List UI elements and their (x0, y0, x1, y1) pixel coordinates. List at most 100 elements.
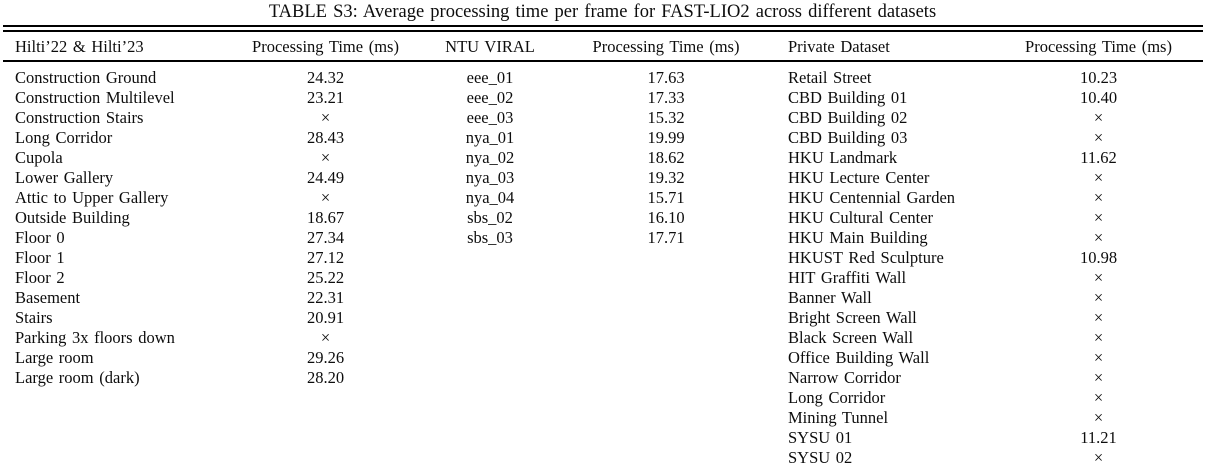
processing-time-value: 10.40 (1079, 88, 1118, 107)
column-header-processing-time-1: Processing Time (ms) (252, 37, 399, 56)
table-row: eee_01 17.63 (418, 68, 770, 88)
table-row: HKU Main Building × (770, 228, 1197, 248)
processing-time-value: × (1093, 348, 1104, 367)
hilti-group-column: Construction Ground 24.32 Construction Mul… (8, 68, 418, 388)
table-row: nya_04 15.71 (418, 188, 770, 208)
processing-time-value: × (1093, 108, 1104, 127)
table-row: CBD Building 03 × (770, 128, 1197, 148)
table-row: Mining Tunnel × (770, 408, 1197, 428)
table-row: Retail Street 10.23 (770, 68, 1197, 88)
processing-time-value: 27.12 (306, 248, 345, 267)
table-row: Outside Building 18.67 (8, 208, 418, 228)
table-row: Large room 29.26 (8, 348, 418, 368)
processing-time-value: × (320, 188, 331, 207)
processing-time-value: 16.10 (647, 208, 685, 227)
processing-time-value: × (1093, 168, 1104, 187)
table-row: Bright Screen Wall × (770, 308, 1197, 328)
column-header-private-datasets: Private Dataset (788, 37, 890, 56)
dataset-name: HKUST Red Sculpture (788, 248, 944, 267)
table-body: Construction Ground 24.32 Construction Mul… (8, 68, 1197, 468)
dataset-name: Cupola (15, 148, 63, 167)
dataset-name: Attic to Upper Gallery (15, 188, 169, 207)
processing-time-value: 23.21 (306, 88, 345, 107)
dataset-name: Bright Screen Wall (788, 308, 917, 327)
dataset-name: sbs_03 (467, 228, 513, 247)
double-rule-bottom-line (3, 30, 1203, 32)
dataset-name: HKU Landmark (788, 148, 898, 167)
processing-time-value: 15.32 (647, 108, 685, 127)
processing-time-value: × (320, 148, 331, 167)
table-row: Long Corridor 28.43 (8, 128, 418, 148)
processing-time-value: 25.22 (306, 268, 345, 287)
table-row: Construction Multilevel 23.21 (8, 88, 418, 108)
processing-time-value: × (1093, 268, 1104, 287)
dataset-name: HKU Cultural Center (788, 208, 934, 227)
table-row: Construction Ground 24.32 (8, 68, 418, 88)
dataset-name: Retail Street (788, 68, 872, 87)
column-header-hilti-datasets: Hilti’22 & Hilti’23 (15, 37, 144, 56)
processing-time-value: 28.43 (306, 128, 345, 147)
table-header-row: Hilti’22 & Hilti’23 Processing Time (ms)… (8, 36, 1197, 57)
table-row: nya_03 19.32 (418, 168, 770, 188)
dataset-name: Office Building Wall (788, 348, 930, 367)
table-row: HKU Landmark 11.62 (770, 148, 1197, 168)
dataset-name: Outside Building (15, 208, 130, 227)
table-row: nya_02 18.62 (418, 148, 770, 168)
processing-time-value: × (1093, 388, 1104, 407)
processing-time-value: 10.98 (1079, 248, 1118, 267)
table-row: eee_02 17.33 (418, 88, 770, 108)
dataset-name: Construction Multilevel (15, 88, 175, 107)
table-row: nya_01 19.99 (418, 128, 770, 148)
column-header-processing-time-3: Processing Time (ms) (1025, 37, 1172, 56)
processing-time-value: × (1093, 368, 1104, 387)
table-row: Floor 2 25.22 (8, 268, 418, 288)
table-row: Attic to Upper Gallery × (8, 188, 418, 208)
processing-time-value: 29.26 (306, 348, 345, 367)
dataset-name: Narrow Corridor (788, 368, 901, 387)
dataset-name: Long Corridor (15, 128, 113, 147)
processing-time-value: 20.91 (306, 308, 345, 327)
processing-time-value: × (1093, 328, 1104, 347)
table-row: eee_03 15.32 (418, 108, 770, 128)
processing-time-value: 11.21 (1080, 428, 1117, 447)
processing-time-value: 10.23 (1079, 68, 1118, 87)
table-row: Cupola × (8, 148, 418, 168)
dataset-name: HKU Main Building (788, 228, 928, 247)
dataset-name: eee_01 (466, 68, 514, 87)
processing-time-value: 17.33 (647, 88, 685, 107)
dataset-name: eee_02 (466, 88, 514, 107)
dataset-name: nya_02 (465, 148, 515, 167)
table-row: HKU Cultural Center × (770, 208, 1197, 228)
processing-time-value: × (1093, 208, 1104, 227)
dataset-name: Parking 3x floors down (15, 328, 175, 347)
dataset-name: Floor 2 (15, 268, 65, 287)
table-row: Construction Stairs × (8, 108, 418, 128)
processing-time-value: 27.34 (306, 228, 345, 247)
table-row: Floor 1 27.12 (8, 248, 418, 268)
processing-time-value: 24.49 (306, 168, 345, 187)
dataset-name: HKU Lecture Center (788, 168, 930, 187)
processing-time-value: × (1093, 228, 1104, 247)
dataset-name: Floor 0 (15, 228, 65, 247)
processing-time-value: × (1093, 288, 1104, 307)
table-row: SYSU 01 11.21 (770, 428, 1197, 448)
column-header-ntu-viral-datasets: NTU VIRAL (445, 37, 535, 56)
dataset-name: Basement (15, 288, 81, 307)
table-row: Basement 22.31 (8, 288, 418, 308)
table-row: HKU Centennial Garden × (770, 188, 1197, 208)
processing-time-value: × (320, 108, 331, 127)
table-row: HKU Lecture Center × (770, 168, 1197, 188)
table-row: Office Building Wall × (770, 348, 1197, 368)
dataset-name: Long Corridor (788, 388, 886, 407)
dataset-name: Large room (15, 348, 94, 367)
processing-time-value: 11.62 (1080, 148, 1117, 167)
processing-time-value: 18.62 (647, 148, 685, 167)
dataset-name: eee_03 (466, 108, 514, 127)
processing-time-value: 22.31 (306, 288, 345, 307)
processing-time-value: × (1093, 128, 1104, 147)
table-caption: TABLE S3: Average processing time per fr… (268, 2, 937, 22)
dataset-name: nya_04 (465, 188, 515, 207)
dataset-name: Lower Gallery (15, 168, 114, 187)
dataset-name: Banner Wall (788, 288, 872, 307)
processing-time-value: 28.20 (306, 368, 345, 387)
